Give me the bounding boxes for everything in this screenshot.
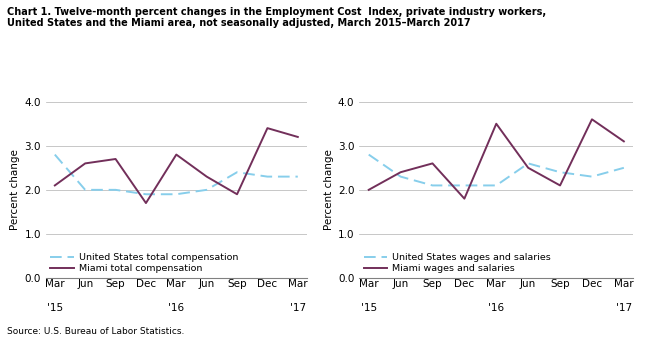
Miami total compensation	[81, 161, 89, 165]
Miami total compensation	[142, 201, 150, 205]
Text: '15: '15	[47, 303, 63, 313]
Text: Source: U.S. Bureau of Labor Statistics.: Source: U.S. Bureau of Labor Statistics.	[7, 326, 184, 336]
Text: '16: '16	[168, 303, 184, 313]
Miami wages and salaries	[492, 122, 500, 126]
United States total compensation	[294, 175, 302, 179]
United States wages and salaries	[556, 170, 564, 174]
United States wages and salaries	[460, 183, 468, 187]
Text: '17: '17	[290, 303, 306, 313]
Miami total compensation	[294, 135, 302, 139]
Miami wages and salaries	[428, 161, 436, 165]
United States total compensation	[142, 192, 150, 196]
Text: '15: '15	[360, 303, 377, 313]
Miami total compensation	[264, 126, 272, 130]
Miami wages and salaries	[524, 166, 532, 170]
Line: Miami total compensation: Miami total compensation	[55, 128, 298, 203]
Legend: United States wages and salaries, Miami wages and salaries: United States wages and salaries, Miami …	[364, 253, 551, 273]
United States total compensation	[233, 170, 241, 174]
Text: Chart 1. Twelve-month percent changes in the Employment Cost  Index, private ind: Chart 1. Twelve-month percent changes in…	[7, 7, 546, 28]
United States total compensation	[172, 192, 180, 196]
United States wages and salaries	[492, 183, 500, 187]
United States total compensation	[51, 153, 59, 157]
United States wages and salaries	[396, 175, 404, 179]
United States wages and salaries	[428, 183, 436, 187]
Miami total compensation	[112, 157, 119, 161]
United States total compensation	[81, 188, 89, 192]
Miami wages and salaries	[588, 117, 596, 121]
United States total compensation	[112, 188, 119, 192]
Miami wages and salaries	[620, 139, 628, 143]
United States wages and salaries	[524, 161, 532, 165]
Line: Miami wages and salaries: Miami wages and salaries	[369, 119, 624, 199]
Y-axis label: Percent change: Percent change	[10, 149, 20, 230]
United States total compensation	[203, 188, 211, 192]
United States wages and salaries	[620, 166, 628, 170]
United States wages and salaries	[365, 153, 373, 157]
Line: United States total compensation: United States total compensation	[55, 155, 298, 194]
Miami total compensation	[233, 192, 241, 196]
Line: United States wages and salaries: United States wages and salaries	[369, 155, 624, 185]
Miami wages and salaries	[396, 170, 404, 174]
Text: '16: '16	[488, 303, 504, 313]
Miami total compensation	[172, 153, 180, 157]
Text: '17: '17	[616, 303, 632, 313]
Y-axis label: Percent change: Percent change	[324, 149, 334, 230]
Legend: United States total compensation, Miami total compensation: United States total compensation, Miami …	[50, 253, 238, 273]
United States total compensation	[264, 175, 272, 179]
Miami total compensation	[51, 183, 59, 187]
Miami wages and salaries	[460, 197, 468, 201]
Miami wages and salaries	[556, 183, 564, 187]
Miami wages and salaries	[365, 188, 373, 192]
Miami total compensation	[203, 175, 211, 179]
United States wages and salaries	[588, 175, 596, 179]
